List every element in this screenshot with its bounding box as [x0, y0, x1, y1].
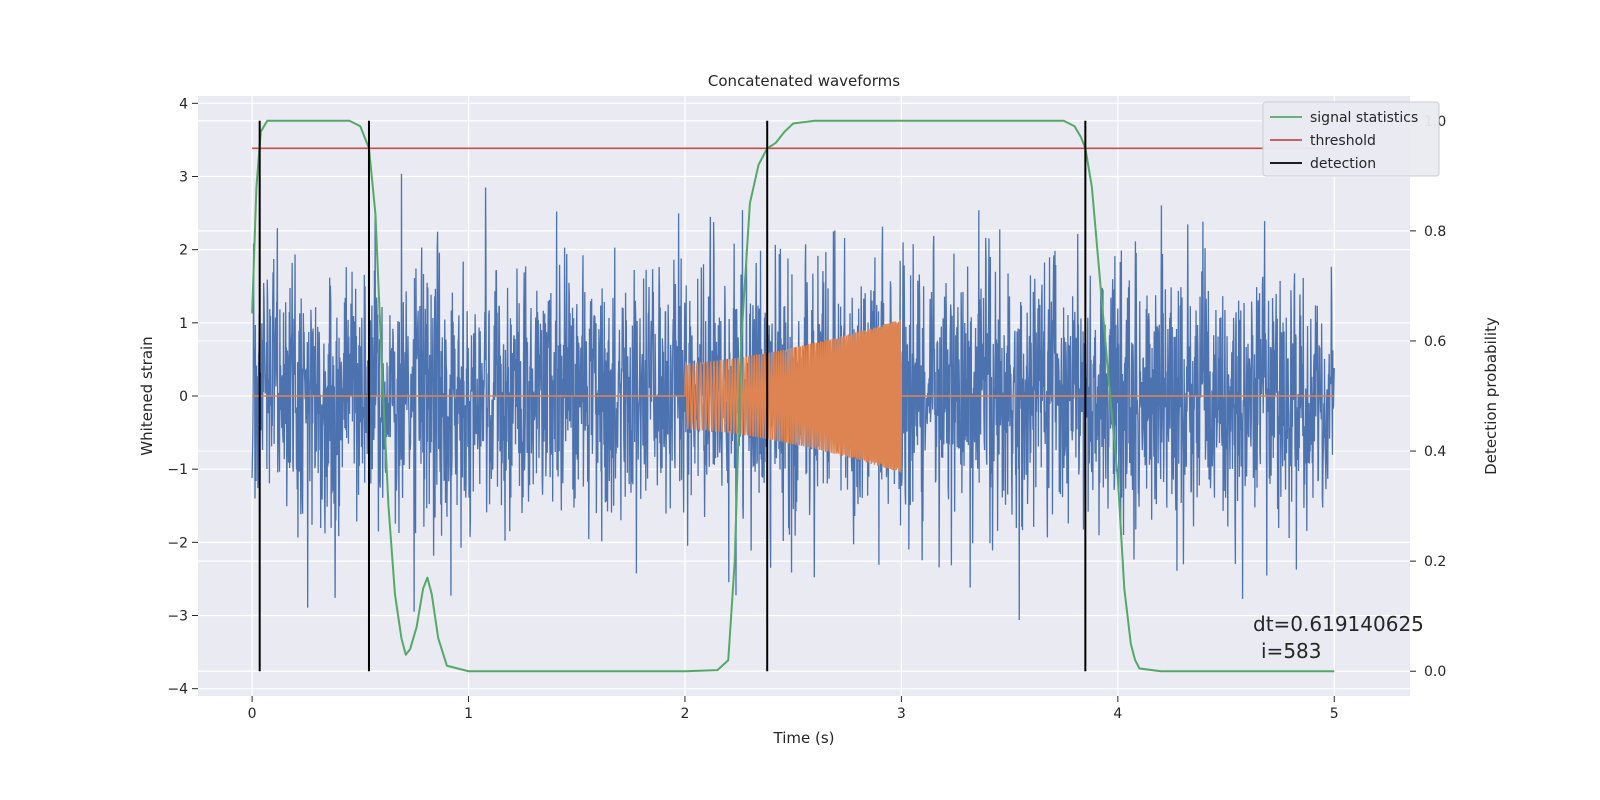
series-strain — [251, 173, 1335, 621]
annotation-i: i=583 — [1261, 639, 1322, 663]
legend-box — [1262, 101, 1440, 177]
y2-tick-label: 0.8 — [1424, 224, 1446, 240]
y2-axis-label: Detection probability — [1482, 317, 1500, 475]
chart-title: Concatenated waveforms — [708, 72, 900, 90]
x-tick-label: 3 — [897, 706, 906, 722]
y-axis-label: Whitened strain — [138, 336, 156, 455]
y-tick-label: 1 — [179, 316, 188, 332]
x-tick-label: 1 — [464, 706, 473, 722]
y-tick-label: −4 — [167, 682, 188, 698]
y2-tick-label: 0.2 — [1424, 554, 1446, 570]
y2-tick-label: 0.0 — [1424, 664, 1446, 680]
series-waveform — [252, 319, 1335, 473]
x-tick-label: 2 — [681, 706, 690, 722]
series-layer — [251, 119, 1335, 673]
y2-tick-label: 0.6 — [1424, 334, 1446, 350]
annotation-dt: dt=0.619140625 — [1253, 612, 1424, 636]
series-signal-statistics — [251, 119, 1335, 673]
y-tick-label: 2 — [179, 243, 188, 259]
y-tick-label: −1 — [167, 462, 188, 478]
y-tick-label: −3 — [167, 609, 188, 625]
x-tick-label: 4 — [1113, 706, 1122, 722]
x-tick-label: 5 — [1330, 706, 1339, 722]
legend-label-signal-statistics: signal statistics — [1310, 110, 1418, 126]
y-tick-label: 4 — [179, 96, 188, 112]
y-tick-label: −2 — [167, 535, 188, 551]
legend-label-detection: detection — [1310, 156, 1376, 172]
y2-tick-label: 0.4 — [1424, 444, 1446, 460]
y-tick-label: 0 — [179, 389, 188, 405]
x-tick-label: 0 — [248, 706, 257, 722]
y-tick-label: 3 — [179, 169, 188, 185]
legend-label-threshold: threshold — [1310, 133, 1376, 149]
legend: signal statistics threshold detection — [1262, 101, 1440, 177]
x-axis-label: Time (s) — [773, 729, 835, 747]
